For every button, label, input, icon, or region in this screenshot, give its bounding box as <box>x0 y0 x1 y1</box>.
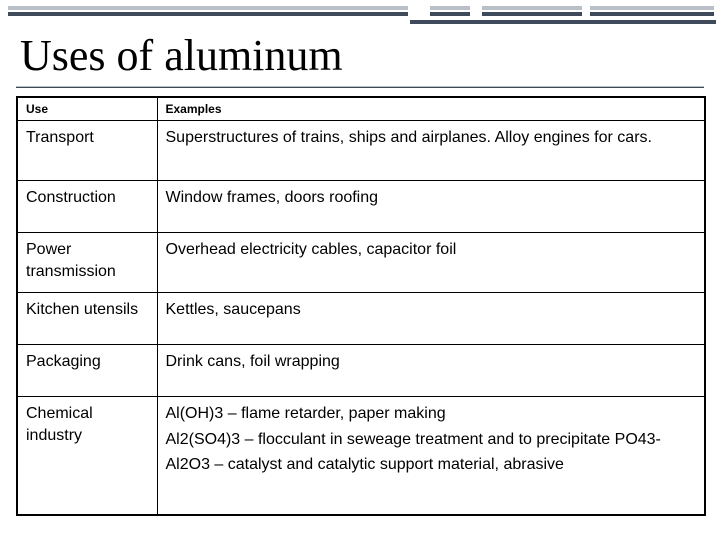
cell-use: Packaging <box>17 345 157 397</box>
cell-use: Power transmission <box>17 233 157 293</box>
cell-examples: Superstructures of trains, ships and air… <box>157 121 705 181</box>
chem-line: Al2O3 – catalyst and catalytic support m… <box>166 454 697 476</box>
table-row: Chemical industry Al(OH)3 – flame retard… <box>17 397 705 515</box>
cell-examples: Window frames, doors roofing <box>157 181 705 233</box>
table-row: Construction Window frames, doors roofin… <box>17 181 705 233</box>
table-row: Transport Superstructures of trains, shi… <box>17 121 705 181</box>
cell-use: Construction <box>17 181 157 233</box>
cell-use: Chemical industry <box>17 397 157 515</box>
chem-line: Al(OH)3 – flame retarder, paper making <box>166 403 697 425</box>
table-row: Packaging Drink cans, foil wrapping <box>17 345 705 397</box>
title-underline <box>16 86 704 88</box>
col-use: Use <box>17 97 157 121</box>
table-row: Kitchen utensils Kettles, saucepans <box>17 293 705 345</box>
col-examples: Examples <box>157 97 705 121</box>
cell-use: Transport <box>17 121 157 181</box>
cell-examples: Kettles, saucepans <box>157 293 705 345</box>
table-header-row: Use Examples <box>17 97 705 121</box>
table-row: Power transmission Overhead electricity … <box>17 233 705 293</box>
cell-examples: Overhead electricity cables, capacitor f… <box>157 233 705 293</box>
top-decoration <box>0 0 720 30</box>
cell-use: Kitchen utensils <box>17 293 157 345</box>
chem-line: Al2(SO4)3 – flocculant in seweage treatm… <box>166 429 697 451</box>
page-title: Uses of aluminum <box>20 30 343 81</box>
cell-examples: Al(OH)3 – flame retarder, paper making A… <box>157 397 705 515</box>
cell-examples: Drink cans, foil wrapping <box>157 345 705 397</box>
uses-table: Use Examples Transport Superstructures o… <box>16 96 706 516</box>
